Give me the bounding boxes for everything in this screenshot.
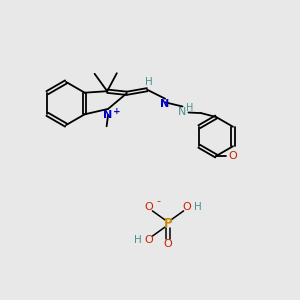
Text: H: H — [186, 103, 194, 113]
Text: P: P — [164, 217, 172, 230]
Text: N: N — [103, 110, 112, 120]
Text: H: H — [134, 235, 142, 245]
Text: -: - — [156, 196, 161, 206]
Text: H: H — [145, 76, 153, 87]
Text: O: O — [183, 202, 192, 212]
Text: O: O — [164, 239, 172, 249]
Text: N: N — [178, 107, 187, 117]
Text: N: N — [160, 99, 170, 110]
Text: O: O — [144, 202, 153, 212]
Text: O: O — [228, 151, 237, 161]
Text: O: O — [144, 235, 153, 245]
Text: +: + — [113, 107, 120, 116]
Text: H: H — [194, 202, 202, 212]
